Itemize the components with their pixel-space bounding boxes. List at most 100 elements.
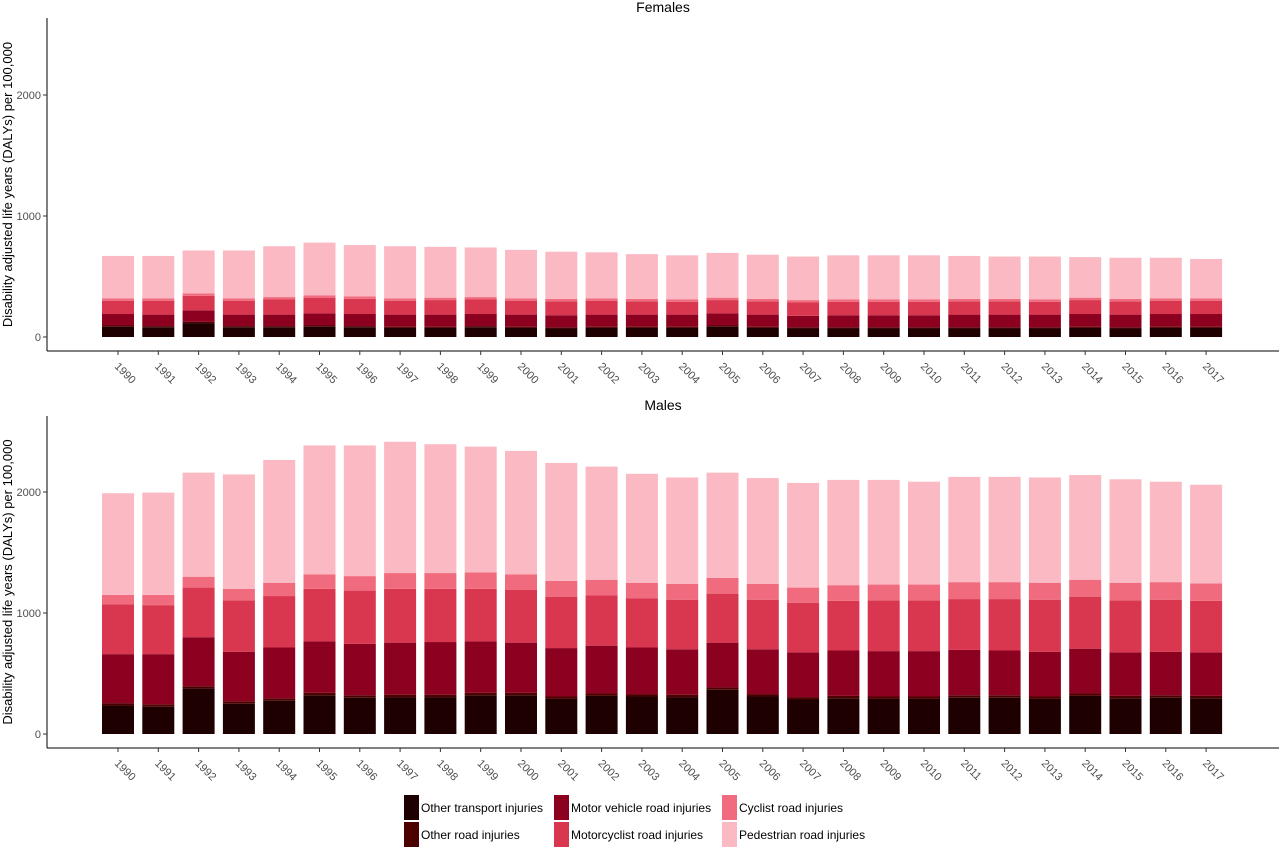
bar-segment [1028,256,1061,300]
bar-segment [102,654,134,704]
bar-segment [505,327,537,337]
bar-segment [746,301,779,315]
legend-swatch [554,822,569,847]
bar-segment [746,298,779,302]
bar-segment [142,706,175,734]
bar-segment [545,315,578,328]
bar-segment [1069,297,1102,301]
bar-segment [1028,314,1061,328]
bar-segment [1149,300,1182,315]
bar-segment [666,649,699,695]
x-tick-label: 2012 [998,361,1024,387]
bar-segment [1109,695,1142,699]
bar-segment [625,694,658,697]
x-tick-label: 1998 [434,758,460,784]
bar-segment [545,301,578,316]
bar-segment [867,255,900,300]
legend-label: Other road injuries [421,827,520,842]
bar-segment [908,328,940,337]
bar-segment [585,466,618,580]
bar-segment [222,250,255,299]
legend-label: Cyclist road injuries [739,800,844,815]
y-tick-label: 2000 [17,487,41,499]
x-tick-label: 2017 [1200,361,1226,387]
bar-segment [706,472,739,578]
bar-segment [182,323,215,337]
bar-segment [303,695,336,734]
bar-segment [222,327,255,337]
bar-segment [988,697,1021,734]
x-tick-label: 2009 [878,361,904,387]
bar-segment [424,327,457,337]
x-tick-label: 2004 [676,758,702,784]
bar-segment [988,476,1021,583]
bar-segment [948,314,981,328]
bar-segment [142,327,175,337]
bar-segment [585,327,618,337]
bar-segment [746,583,779,600]
bar-segment [666,299,699,302]
legend-swatch [554,795,569,820]
x-tick-label: 2006 [757,758,783,784]
bar-segment [102,326,134,337]
bar-segment [827,255,860,300]
x-tick-label: 2003 [636,361,662,387]
bar-segment [1190,258,1223,299]
bar-segment [424,697,457,734]
bar-segment [585,645,618,694]
bar-segment [988,650,1021,696]
x-tick-label: 1990 [112,361,138,387]
bar-segment [303,445,336,575]
bar-segment [343,590,376,644]
legend-label: Pedestrian road injuries [739,827,866,842]
bar-segment [384,300,417,315]
bar-segment [343,643,376,696]
x-tick-label: 2013 [1039,361,1065,387]
bar-segment [1069,579,1102,597]
x-tick-label: 1993 [233,361,259,387]
x-tick-label: 2015 [1119,758,1145,784]
x-tick-label: 2005 [716,361,742,387]
legend-item: Pedestrian road injuries [718,821,878,848]
bar-segment [182,587,215,638]
bar-segment [222,474,255,589]
bar-segment [585,579,618,596]
bar-segment [424,297,457,301]
x-tick-label: 1991 [152,361,178,387]
bar-segment [384,327,417,337]
bar-segment [464,297,497,300]
bar-segment [222,326,255,328]
bar-segment [948,301,981,315]
bar-segment [424,246,457,298]
bar-segment [545,298,578,302]
bar-segment [908,299,940,302]
bar-segment [222,701,255,704]
x-tick-label: 1994 [273,758,299,784]
bar-segment [1028,299,1061,302]
bar-segment [585,326,618,328]
bar-segment [666,326,699,328]
bar-segment [867,651,900,697]
bar-segment [1069,327,1102,337]
bar-segment [384,326,417,328]
bar-segment [1109,698,1142,734]
bar-segment [343,327,376,337]
bar-segment [1190,300,1223,315]
x-tick-label: 2010 [918,361,944,387]
bar-segment [142,492,175,595]
bar-segment [303,325,336,327]
bar-segment [303,295,336,298]
bar-segment [625,314,658,327]
bar-segment [1190,600,1223,653]
bar-segment [827,695,860,699]
bar-segment [787,699,820,734]
bar-segment [424,588,457,643]
bar-segment [625,696,658,734]
bar-segment [505,249,537,299]
x-tick-label: 2007 [797,758,823,784]
bar-segment [424,642,457,695]
bar-segment [464,247,497,298]
bar-segment [746,326,779,328]
bar-segment [1190,698,1223,734]
bar-segment [585,695,618,734]
